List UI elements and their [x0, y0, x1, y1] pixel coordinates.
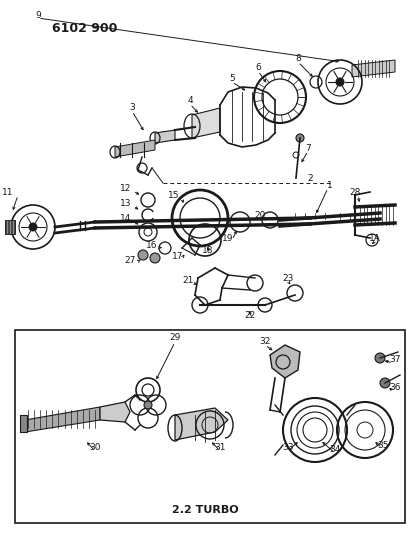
Text: 27: 27 — [124, 255, 135, 264]
Polygon shape — [5, 220, 15, 234]
Polygon shape — [175, 408, 227, 440]
Text: 6102 900: 6102 900 — [52, 22, 117, 35]
Text: 5: 5 — [229, 74, 234, 83]
Text: 33: 33 — [281, 443, 293, 453]
Text: 11: 11 — [2, 188, 14, 197]
Text: 22: 22 — [244, 311, 255, 319]
Text: 32: 32 — [258, 337, 270, 346]
Polygon shape — [100, 402, 130, 422]
Text: 21: 21 — [182, 276, 193, 285]
Circle shape — [335, 78, 343, 86]
Polygon shape — [115, 140, 155, 157]
Text: 36: 36 — [388, 384, 400, 392]
Circle shape — [295, 134, 303, 142]
Text: 18: 18 — [202, 246, 213, 254]
Text: 30: 30 — [89, 443, 101, 453]
Polygon shape — [270, 345, 299, 378]
Text: 12: 12 — [120, 183, 131, 192]
Text: 7: 7 — [304, 143, 310, 152]
Circle shape — [29, 223, 37, 231]
Text: 29: 29 — [169, 334, 180, 343]
Text: 37: 37 — [388, 356, 400, 365]
Circle shape — [150, 253, 160, 263]
Polygon shape — [20, 415, 27, 432]
Text: 6: 6 — [254, 62, 260, 71]
Bar — [15, 330, 404, 523]
Text: 1A: 1A — [368, 233, 380, 243]
Text: 16: 16 — [146, 240, 157, 249]
Polygon shape — [351, 60, 394, 77]
Text: 3: 3 — [129, 102, 135, 111]
Text: 8: 8 — [294, 53, 300, 62]
Text: 35: 35 — [376, 440, 388, 449]
Text: 20: 20 — [254, 211, 265, 220]
Text: 2: 2 — [306, 174, 312, 182]
Text: 17: 17 — [172, 252, 183, 261]
Circle shape — [379, 378, 389, 388]
Text: 2.2 TURBO: 2.2 TURBO — [171, 505, 238, 515]
Polygon shape — [25, 407, 100, 432]
Text: 13: 13 — [120, 198, 131, 207]
Text: 15: 15 — [168, 190, 179, 199]
Text: 4: 4 — [187, 95, 192, 104]
Text: 34: 34 — [328, 446, 340, 455]
Text: 31: 31 — [214, 443, 225, 453]
Text: 14: 14 — [120, 214, 131, 222]
Circle shape — [138, 250, 148, 260]
Text: 9: 9 — [35, 11, 41, 20]
Polygon shape — [191, 108, 220, 138]
Text: 1: 1 — [326, 181, 332, 190]
Polygon shape — [155, 130, 175, 143]
Text: 23: 23 — [282, 273, 293, 282]
Circle shape — [374, 353, 384, 363]
Text: 19: 19 — [222, 233, 233, 243]
Circle shape — [144, 401, 152, 409]
Text: 28: 28 — [348, 188, 360, 197]
